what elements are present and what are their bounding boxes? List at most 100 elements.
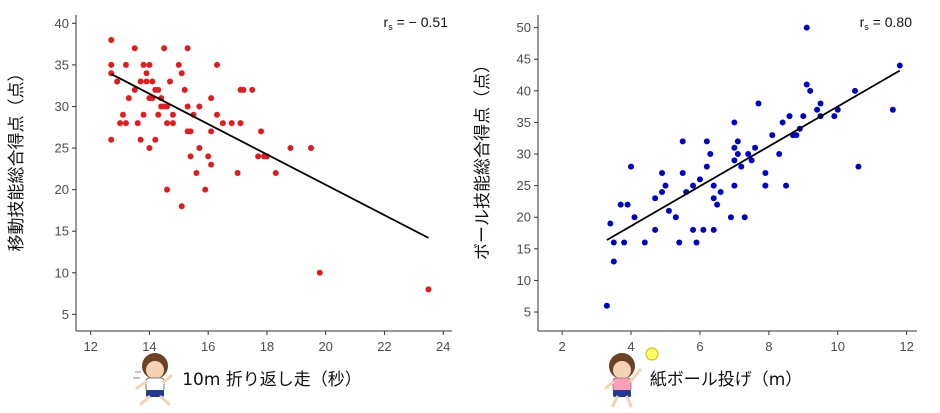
data-point <box>617 201 624 208</box>
data-point <box>641 239 648 246</box>
correlation-symbol: r <box>860 14 865 30</box>
data-point <box>196 103 203 110</box>
x-tick-label: 16 <box>201 339 215 354</box>
data-point <box>146 61 153 68</box>
running-child-icon <box>133 353 173 406</box>
data-point <box>814 106 821 113</box>
data-point <box>807 87 814 94</box>
data-point <box>131 45 138 52</box>
data-point <box>745 151 752 158</box>
data-point <box>219 120 226 127</box>
x-tick-label: 6 <box>696 339 703 354</box>
data-point <box>108 136 115 143</box>
data-point <box>149 78 156 85</box>
data-point <box>652 195 659 202</box>
correlation-value: = 0.80 <box>869 14 912 30</box>
y-tick-label: 5 <box>62 307 69 322</box>
correlation-subscript: s <box>864 22 869 32</box>
correlation-value: = − 0.51 <box>393 14 448 30</box>
data-point <box>164 103 171 110</box>
data-point <box>817 100 824 107</box>
data-point <box>603 302 610 309</box>
data-point <box>610 239 617 246</box>
data-point <box>783 182 790 189</box>
x-tick-label: 12 <box>899 339 913 354</box>
data-point <box>731 157 738 164</box>
y-tick-label: 20 <box>517 210 531 225</box>
data-point <box>693 239 700 246</box>
data-point <box>731 144 738 151</box>
data-point <box>196 145 203 152</box>
data-point <box>125 95 132 102</box>
data-point <box>662 182 669 189</box>
data-point <box>187 153 194 160</box>
data-point <box>308 145 314 152</box>
data-point <box>762 182 769 189</box>
data-point <box>855 163 862 170</box>
data-point <box>786 113 793 120</box>
data-point <box>184 45 191 52</box>
x-tick-label: 20 <box>318 339 332 354</box>
data-point <box>703 163 710 170</box>
data-point <box>621 239 628 246</box>
correlation-annotation: rs = − 0.51 <box>384 14 449 32</box>
data-point <box>710 195 717 202</box>
data-point <box>628 163 635 170</box>
y-tick-label: 25 <box>55 141 69 156</box>
y-axis-label: ボール技能総合得点（点） <box>473 56 493 260</box>
data-point <box>208 128 215 135</box>
data-point <box>178 203 185 210</box>
data-point <box>187 128 194 135</box>
data-point <box>181 86 188 93</box>
data-point <box>831 113 838 120</box>
data-point <box>114 78 121 85</box>
x-axis-label: 紙ボール投げ（m） <box>650 370 803 390</box>
data-point <box>734 138 741 145</box>
regression-line <box>606 69 901 241</box>
data-point <box>710 182 717 189</box>
data-point <box>137 136 144 143</box>
data-point <box>700 226 707 233</box>
regression-line <box>110 73 429 239</box>
data-point <box>155 86 162 93</box>
data-point <box>741 214 748 221</box>
data-point <box>120 111 126 118</box>
data-point <box>690 226 697 233</box>
data-point <box>122 61 129 68</box>
data-point <box>228 120 235 127</box>
y-tick-label: 15 <box>55 224 69 239</box>
x-tick-label: 14 <box>142 339 156 354</box>
data-point <box>122 120 129 127</box>
data-point <box>237 120 244 127</box>
data-point <box>696 176 703 183</box>
data-point <box>679 138 686 145</box>
data-point <box>193 170 200 176</box>
data-point <box>169 111 176 118</box>
data-point <box>889 106 896 113</box>
data-point <box>131 86 138 93</box>
correlation-annotation: rs = 0.80 <box>860 14 913 32</box>
data-point <box>175 61 182 68</box>
data-point <box>272 170 279 176</box>
y-axis-label: 移動技能総合得点（点） <box>7 65 27 252</box>
y-tick-label: 30 <box>55 99 69 114</box>
x-tick-label: 22 <box>377 339 391 354</box>
data-point <box>803 81 810 88</box>
data-point <box>659 188 666 195</box>
data-point <box>234 170 241 176</box>
y-tick-label: 45 <box>517 52 531 67</box>
data-point <box>214 61 220 68</box>
correlation-subscript: s <box>388 22 393 32</box>
data-point <box>607 220 614 227</box>
data-point <box>205 153 212 160</box>
data-point <box>690 182 697 189</box>
data-point <box>140 111 147 118</box>
data-point <box>202 186 209 193</box>
x-tick-label: 10 <box>831 339 845 354</box>
data-point <box>143 70 150 77</box>
data-point <box>117 120 124 127</box>
y-tick-label: 30 <box>517 147 531 162</box>
data-point <box>779 119 786 126</box>
data-point <box>169 120 176 127</box>
x-tick-label: 12 <box>83 339 97 354</box>
